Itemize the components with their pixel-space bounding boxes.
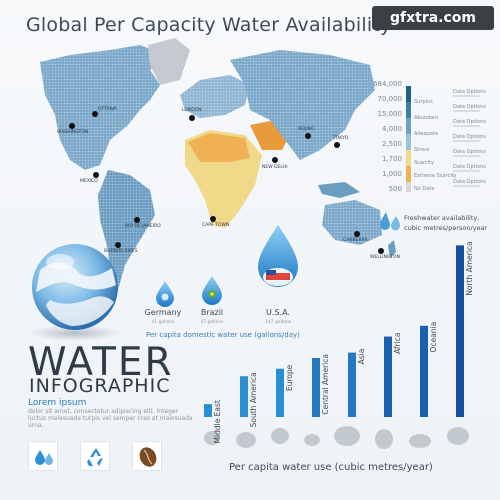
scale-category: Surplus bbox=[414, 99, 433, 105]
bar-label: Middle East bbox=[213, 400, 222, 443]
domestic-country: U.S.A. bbox=[266, 308, 290, 317]
coffee-bean-icon bbox=[132, 441, 162, 471]
scale-category: Scarcity bbox=[414, 160, 434, 166]
data-options-label: Data Options bbox=[453, 104, 486, 110]
scale-category: Adequate bbox=[414, 131, 438, 137]
bar-africa bbox=[384, 336, 392, 417]
city-label: CAPE TOWN bbox=[202, 222, 229, 228]
scale-value: 684,000 bbox=[373, 80, 402, 88]
bar-north-america bbox=[456, 245, 464, 417]
headline-word: WATER bbox=[28, 340, 174, 385]
scale-value: 2,500 bbox=[382, 140, 402, 148]
domestic-country: Brazil bbox=[201, 308, 223, 317]
scale-value: 1,700 bbox=[382, 155, 402, 163]
city-label: LONDON bbox=[182, 107, 202, 113]
bar-central-america bbox=[312, 358, 320, 417]
city-marker bbox=[305, 133, 311, 139]
data-options-label: Data Options bbox=[453, 119, 486, 125]
city-marker bbox=[115, 242, 121, 248]
bar-label: Oceania bbox=[429, 322, 438, 353]
freshwater-label: Freshwater availability, bbox=[404, 214, 479, 222]
scale-category: Abundant bbox=[414, 115, 438, 121]
bar-europe bbox=[276, 368, 284, 417]
city-label: RIO DE JANEIRO bbox=[125, 223, 161, 229]
city-label: WASHINGTON bbox=[57, 129, 88, 135]
city-label: WELLINGTON bbox=[370, 254, 400, 260]
data-options-label: Data Options bbox=[453, 179, 486, 185]
bar-label: Europe bbox=[285, 364, 294, 391]
city-label: BUENOS AIRES bbox=[104, 248, 138, 254]
domestic-gallons: 47 gallons bbox=[200, 319, 224, 325]
scale-value: 70,000 bbox=[378, 95, 403, 103]
data-options-label: Data Options bbox=[453, 149, 486, 155]
data-options-label: Data Options bbox=[453, 164, 486, 170]
domestic-gallons: 41 gallons bbox=[151, 319, 175, 325]
watermark-badge: gfxtra.com bbox=[372, 6, 494, 30]
bar-south-america bbox=[240, 376, 248, 417]
scale-category: Extreme Scarcity bbox=[414, 173, 457, 179]
scale-category: No Data bbox=[414, 186, 434, 192]
scale-value: 1,000 bbox=[382, 170, 402, 178]
scale-value: 4,000 bbox=[382, 125, 402, 133]
bar-asia bbox=[348, 352, 356, 417]
scale-value: 15,000 bbox=[378, 110, 403, 118]
city-label: OTTAWA bbox=[98, 106, 118, 112]
freshwater-drops-icon bbox=[380, 212, 400, 231]
city-marker bbox=[272, 157, 278, 163]
data-options-label: Data Options bbox=[453, 134, 486, 140]
map-indonesia bbox=[318, 182, 360, 198]
scale-value: 500 bbox=[389, 185, 402, 193]
lorem-body: dolor sit amet, consectetur adipiscing e… bbox=[28, 408, 193, 429]
city-marker bbox=[93, 172, 99, 178]
chart-x-label: Per capita water use (cubic metres/year) bbox=[229, 462, 433, 473]
brazil-drop-icon bbox=[202, 276, 222, 305]
city-label: NEW DELHI bbox=[262, 164, 288, 170]
domestic-caption: Per capita domestic water use (gallons/d… bbox=[146, 331, 300, 339]
city-label: BEIJING bbox=[298, 126, 315, 132]
recycle-icon bbox=[80, 441, 110, 471]
scale-bar bbox=[406, 86, 411, 192]
lorem-title: Lorem ipsum bbox=[28, 398, 87, 408]
usa-drop-icon bbox=[258, 225, 298, 287]
page-title: Global Per Capacity Water Availability bbox=[26, 14, 392, 36]
map-new-zealand bbox=[388, 240, 396, 258]
map-sahara bbox=[188, 133, 250, 162]
city-marker bbox=[334, 142, 340, 148]
city-marker bbox=[354, 231, 360, 237]
bar-middle-east bbox=[204, 404, 212, 417]
bar-label: South America bbox=[249, 372, 258, 427]
city-marker bbox=[92, 111, 98, 117]
freshwater-label: cubic metres/person/year bbox=[404, 224, 488, 232]
scale-category: Stress bbox=[414, 147, 430, 153]
bar-label: North America bbox=[465, 241, 474, 295]
city-markers bbox=[69, 111, 384, 254]
domestic-country: Germany bbox=[145, 308, 182, 317]
bar-label: Asia bbox=[357, 349, 366, 365]
continent-silhouettes bbox=[204, 426, 469, 449]
city-label: MEXICO bbox=[80, 178, 98, 184]
map-greenland bbox=[148, 38, 190, 85]
bar-oceania bbox=[420, 325, 428, 417]
city-marker bbox=[189, 115, 195, 121]
germany-drop-icon bbox=[156, 281, 174, 307]
data-options-label: Data Options bbox=[453, 89, 486, 95]
city-marker bbox=[134, 217, 140, 223]
city-marker bbox=[378, 248, 384, 254]
water-drops-icon bbox=[28, 441, 58, 471]
domestic-gallons: 147 gallons bbox=[265, 319, 292, 325]
bar-label: Africa bbox=[393, 333, 402, 354]
city-label: CANBERRA bbox=[343, 237, 369, 243]
city-marker bbox=[69, 123, 75, 129]
headline-subword: INFOGRAPHIC bbox=[29, 375, 171, 397]
city-label: TOKYO bbox=[332, 135, 349, 141]
city-marker bbox=[210, 216, 216, 222]
bar-label: Central America bbox=[321, 354, 330, 415]
